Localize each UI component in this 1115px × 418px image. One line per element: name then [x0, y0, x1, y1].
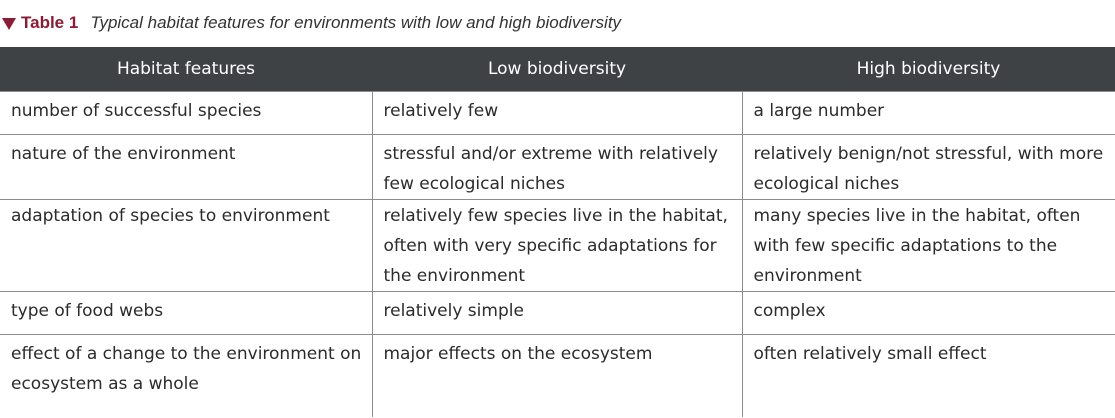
- high-biodiversity-cell: a large number: [742, 91, 1115, 135]
- header-habitat-features: Habitat features: [0, 47, 372, 92]
- high-biodiversity-cell: many species live in the habitat, often …: [742, 199, 1115, 292]
- high-biodiversity-cell: complex: [742, 291, 1115, 335]
- habitat-feature-cell: adaptation of species to environment: [0, 199, 373, 292]
- table-row: number of successful species relatively …: [0, 91, 1115, 135]
- low-biodiversity-cell: relatively few: [372, 91, 743, 135]
- low-biodiversity-cell: relatively simple: [372, 291, 743, 335]
- habitat-feature-cell: type of food webs: [0, 291, 373, 335]
- low-biodiversity-cell: major effects on the ecosystem: [372, 334, 743, 417]
- table-number: Table 1: [21, 13, 79, 32]
- table-caption: Table 1 Typical habitat features for env…: [2, 9, 621, 37]
- table-row: effect of a change to the environment on…: [0, 334, 1115, 417]
- table-row: adaptation of species to environment rel…: [0, 199, 1115, 292]
- high-biodiversity-cell: often relatively small effect: [742, 334, 1115, 417]
- habitat-feature-cell: number of successful species: [0, 91, 373, 135]
- header-high-biodiversity: High biodiversity: [742, 47, 1115, 92]
- table-row: type of food webs relatively simple comp…: [0, 291, 1115, 335]
- habitat-table: Habitat features Low biodiversity High b…: [0, 47, 1115, 417]
- habitat-feature-cell: nature of the environment: [0, 134, 373, 200]
- habitat-feature-cell: effect of a change to the environment on…: [0, 334, 373, 417]
- low-biodiversity-cell: stressful and/or extreme with relatively…: [372, 134, 743, 200]
- table-title: Typical habitat features for environment…: [90, 13, 622, 32]
- header-row: Habitat features Low biodiversity High b…: [0, 47, 1115, 92]
- triangle-down-icon: [2, 17, 16, 30]
- high-biodiversity-cell: relatively benign/not stressful, with mo…: [742, 134, 1115, 200]
- header-low-biodiversity: Low biodiversity: [372, 47, 742, 92]
- table-row: nature of the environment stressful and/…: [0, 134, 1115, 200]
- low-biodiversity-cell: relatively few species live in the habit…: [372, 199, 743, 292]
